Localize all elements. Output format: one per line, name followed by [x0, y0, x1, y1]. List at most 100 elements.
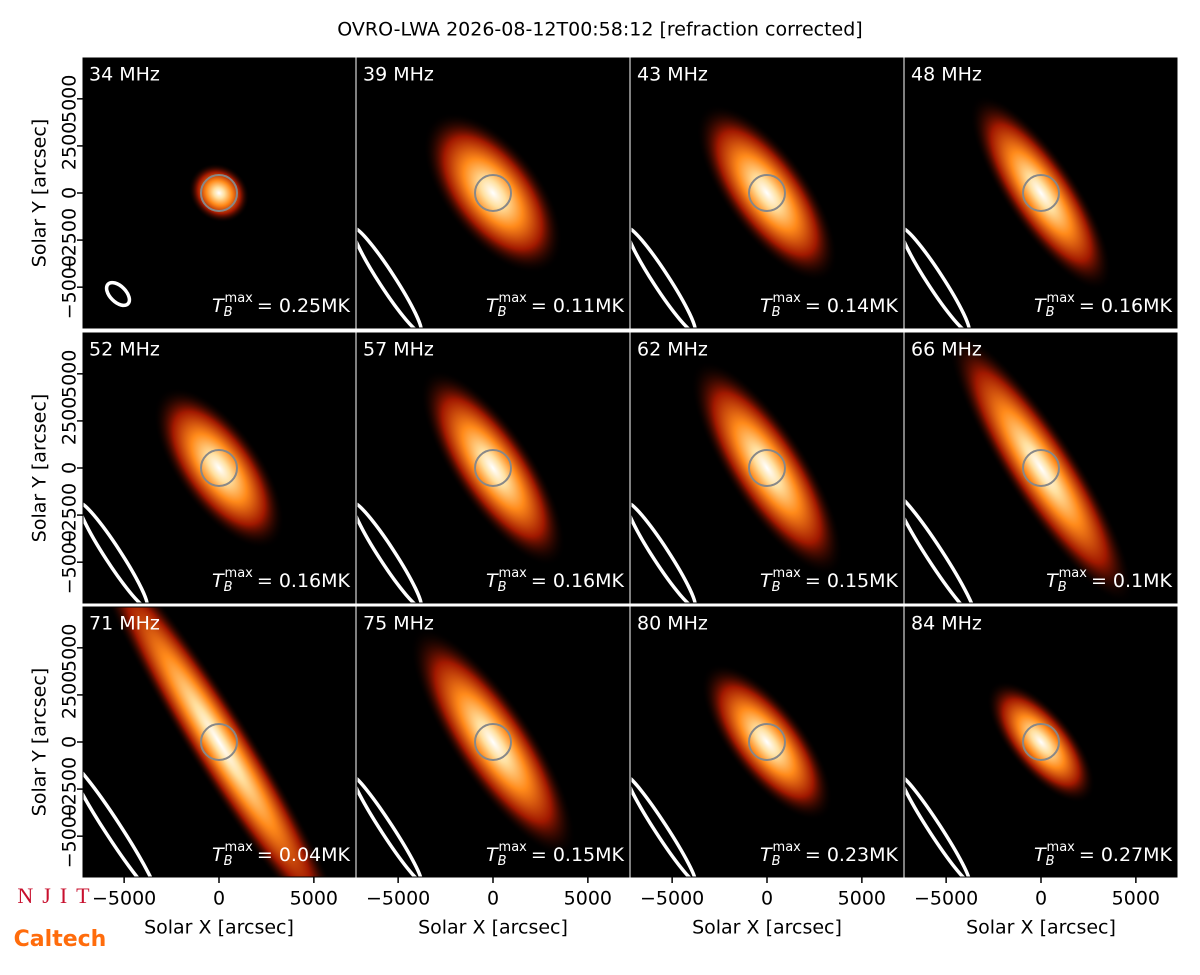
panel-frame [630, 332, 904, 604]
tb-part: T [486, 295, 499, 317]
panel [357, 333, 629, 603]
y-tick-label: 5000 [59, 624, 81, 672]
tb-part: B [1058, 580, 1067, 595]
y-tick-label: −2500 [59, 208, 81, 272]
tb-part: max [225, 840, 254, 855]
tb-part: max [499, 291, 528, 306]
x-axis-label: Solar X [arcsec] [418, 917, 568, 939]
tb-part: = 0.11MK [531, 295, 625, 317]
y-tick-label: 2500 [59, 671, 81, 719]
solar-disk [748, 449, 786, 487]
emission [188, 163, 250, 223]
tb-label: TBmax = 0.04MK [212, 840, 351, 869]
x-tick-label: −5000 [640, 888, 704, 910]
caltech-logo: Caltech [14, 927, 107, 952]
emission [423, 112, 563, 274]
x-tick-label: 0 [1035, 888, 1047, 910]
tb-part: max [1047, 840, 1076, 855]
x-tick-label: 5000 [838, 888, 886, 910]
tb-part: max [1059, 566, 1088, 581]
tb-part: max [1047, 291, 1076, 306]
figure-title: OVRO-LWA 2026-08-12T00:58:12 [refraction… [337, 19, 862, 41]
tb-label: TBmax = 0.16MK [212, 566, 351, 595]
tb-part: B [498, 580, 507, 595]
tb-part: = 0.15MK [531, 844, 625, 866]
tb-part: = 0.1MK [1091, 570, 1173, 592]
beam [905, 492, 977, 603]
panel-title: 75 MHz [363, 613, 434, 635]
x-tick-label: 0 [761, 888, 773, 910]
panel-title: 62 MHz [637, 339, 708, 361]
tb-label: TBmax = 0.1MK [1046, 566, 1172, 595]
panel [631, 58, 903, 328]
emission [948, 333, 1134, 603]
tb-part: max [773, 566, 802, 581]
solar-disk [748, 174, 786, 212]
tb-part: B [224, 580, 233, 595]
panel [83, 333, 355, 603]
y-axis-label: Solar Y [arcsec] [29, 668, 51, 816]
y-axis-label: Solar Y [arcsec] [29, 119, 51, 267]
tb-part: T [760, 295, 773, 317]
beam [905, 226, 972, 328]
beam [83, 501, 150, 603]
tb-part: max [225, 291, 254, 306]
x-tick-label: −5000 [914, 888, 978, 910]
tb-part: B [772, 305, 781, 320]
panel [905, 607, 1177, 877]
y-tick-label: 0 [59, 462, 81, 474]
tb-label: TBmax = 0.15MK [760, 566, 899, 595]
x-axis-label: Solar X [arcsec] [144, 917, 294, 939]
tb-part: T [1034, 295, 1047, 317]
tb-part: = 0.04MK [257, 844, 351, 866]
panel [83, 607, 355, 877]
y-tick-label: 5000 [59, 350, 81, 398]
panel-title: 71 MHz [89, 613, 160, 635]
tb-label: TBmax = 0.27MK [1034, 840, 1173, 869]
panel-title: 80 MHz [637, 613, 708, 635]
solar-disk [474, 723, 512, 761]
tb-part: B [772, 854, 781, 869]
tb-part: B [498, 305, 507, 320]
y-tick-label: −2500 [59, 757, 81, 821]
tb-part: = 0.15MK [805, 570, 899, 592]
tb-part: = 0.16MK [257, 570, 351, 592]
tb-label: TBmax = 0.25MK [212, 291, 351, 320]
beam [631, 226, 698, 328]
x-tick-label: 0 [213, 888, 225, 910]
beam [83, 760, 159, 877]
y-tick-label: −5000 [59, 804, 81, 868]
panel-frame [356, 57, 630, 329]
x-axis-label: Solar X [arcsec] [966, 917, 1116, 939]
tb-part: B [1046, 854, 1055, 869]
emission [410, 627, 576, 857]
tb-part: T [212, 570, 225, 592]
beam [357, 501, 424, 603]
panel-frame [904, 332, 1178, 604]
emission [153, 387, 285, 549]
solar-disk [1022, 449, 1060, 487]
solar-disk [200, 174, 238, 212]
tb-part: max [773, 291, 802, 306]
tb-label: TBmax = 0.16MK [486, 566, 625, 595]
y-axis-label: Solar Y [arcsec] [29, 394, 51, 542]
x-tick-label: 5000 [1112, 888, 1160, 910]
emission [420, 370, 566, 566]
panel [631, 607, 903, 877]
tb-part: max [773, 840, 802, 855]
panel [357, 58, 629, 328]
tb-part: = 0.27MK [1079, 844, 1173, 866]
y-tick-label: 5000 [59, 75, 81, 123]
panel-frame [904, 57, 1178, 329]
panel-title: 34 MHz [89, 64, 160, 86]
tb-part: T [212, 295, 225, 317]
emission [696, 104, 838, 282]
panel [83, 58, 355, 328]
tb-label: TBmax = 0.14MK [760, 291, 899, 320]
tb-part: max [499, 840, 528, 855]
panel-title: 39 MHz [363, 64, 434, 86]
beam [357, 775, 423, 877]
tb-part: T [486, 844, 499, 866]
y-tick-label: −5000 [59, 255, 81, 319]
